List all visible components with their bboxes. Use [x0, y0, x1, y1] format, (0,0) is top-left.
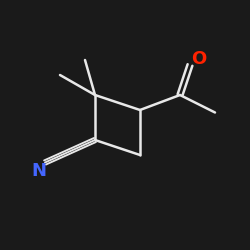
Text: N: N — [31, 162, 46, 180]
Text: O: O — [191, 50, 206, 68]
